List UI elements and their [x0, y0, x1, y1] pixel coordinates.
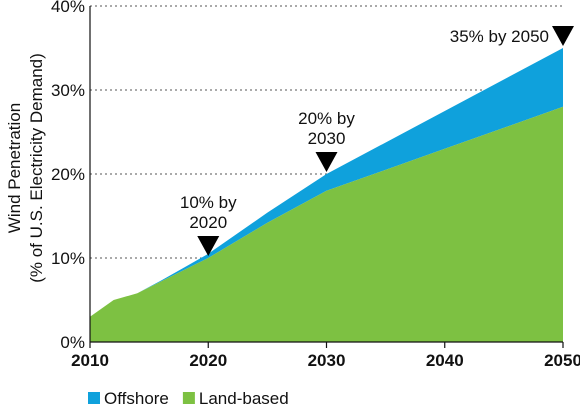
y-tick-labels: 0% 10% 20% 30% 40%: [51, 0, 85, 352]
x-tick-label: 2010: [71, 351, 109, 370]
annotation-label: 10% by: [180, 193, 237, 212]
legend: Offshore Land-based: [88, 389, 289, 408]
annotation-label: 2020: [189, 213, 227, 232]
area-offshore: [90, 48, 563, 317]
annotation-label: 2030: [308, 129, 346, 148]
annotation-label: 35% by 2050: [450, 27, 549, 46]
x-tick-label: 2020: [189, 351, 227, 370]
annotation-label: 20% by: [298, 109, 355, 128]
y-tick-label: 20%: [51, 165, 85, 184]
legend-swatch: [182, 392, 195, 404]
annotation-marker: [315, 152, 338, 172]
area-series: [90, 48, 563, 342]
legend-swatch: [88, 392, 100, 404]
y-tick-label: 0%: [60, 333, 85, 352]
y-tick-label: 10%: [51, 249, 85, 268]
x-tick-label: 2040: [426, 351, 464, 370]
legend-label: Offshore: [104, 389, 169, 408]
x-tick-label: 2050: [544, 351, 580, 370]
y-axis-label-line1: Wind Penetration: [5, 103, 24, 233]
y-tick-label: 40%: [51, 0, 85, 16]
annotation-marker: [552, 26, 574, 46]
y-axis-label-line2: (% of U.S. Electricity Demand): [27, 53, 46, 283]
x-tick-labels: 2010 2020 2030 2040 2050: [71, 342, 580, 370]
annotation-marker: [197, 236, 220, 256]
y-tick-label: 30%: [51, 81, 85, 100]
x-tick-label: 2030: [308, 351, 346, 370]
legend-label: Land-based: [199, 389, 289, 408]
area-land-based: [90, 106, 563, 342]
